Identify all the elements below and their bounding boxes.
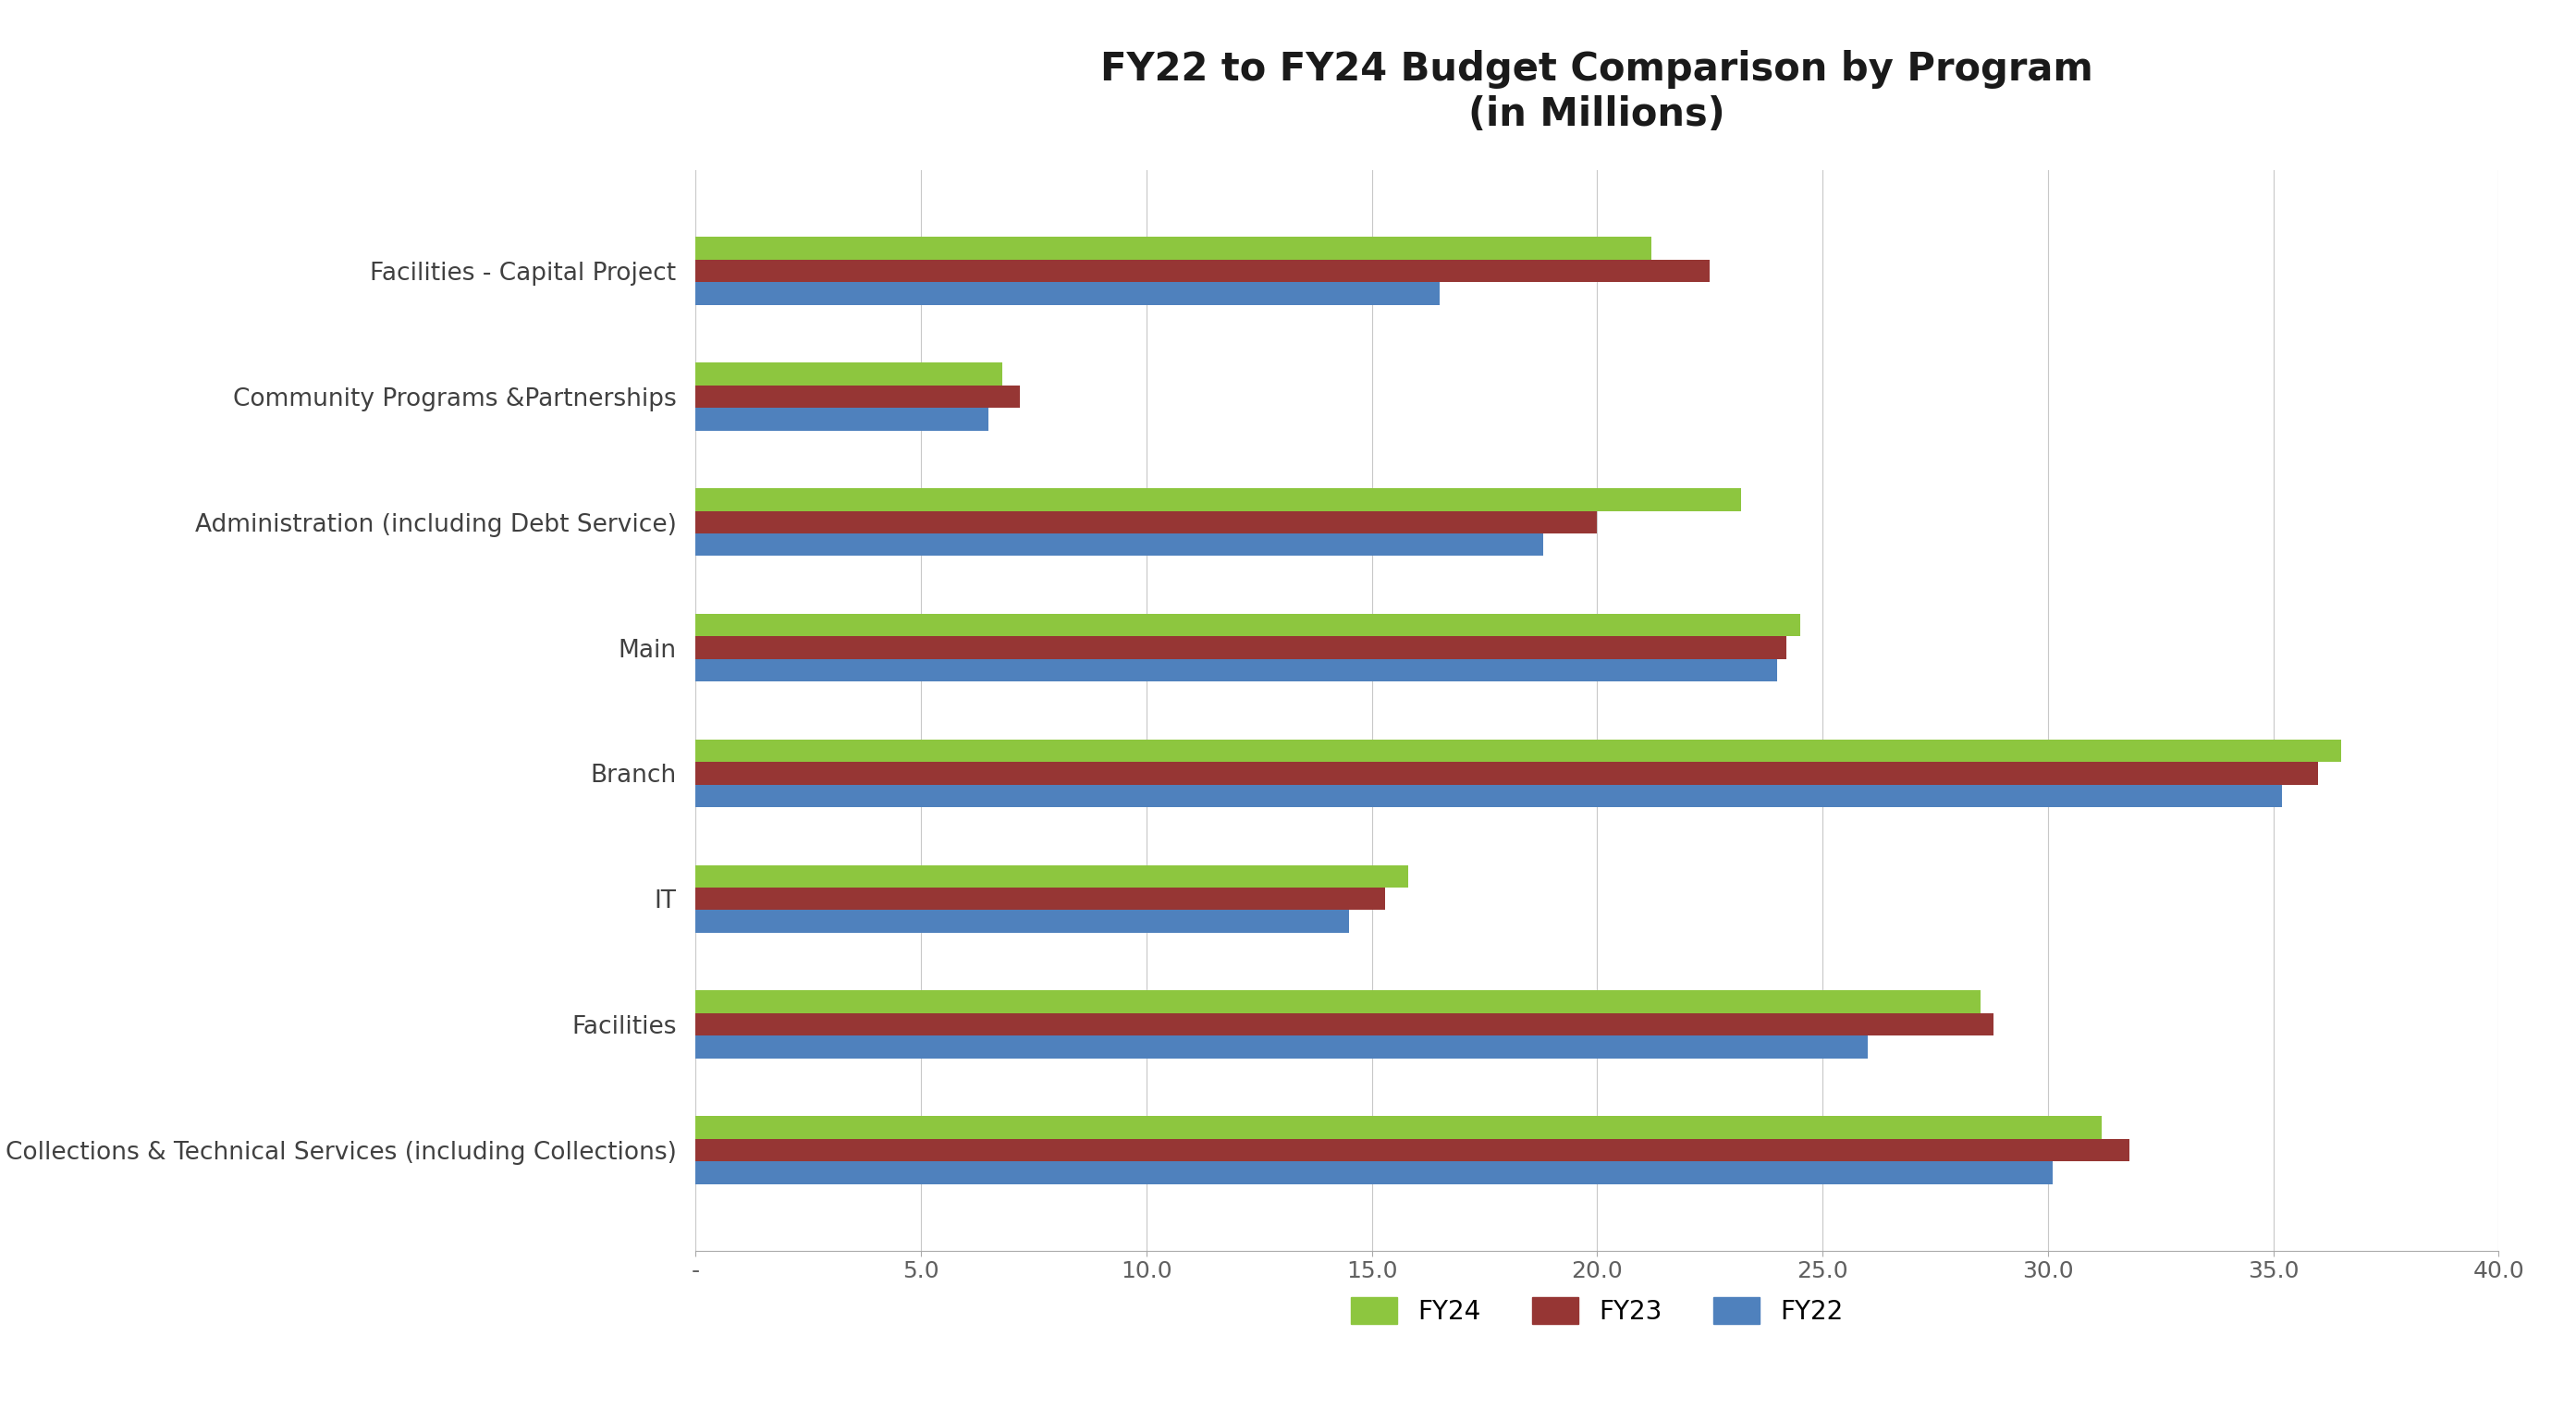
Bar <box>696 408 989 431</box>
Bar <box>696 489 1741 510</box>
Bar <box>696 614 1801 637</box>
Bar <box>696 739 2342 762</box>
Legend: FY24, FY23, FY22: FY24, FY23, FY22 <box>1340 1287 1855 1334</box>
Bar <box>696 237 1651 260</box>
Bar <box>696 1036 1868 1059</box>
Bar <box>696 1138 2128 1161</box>
Bar <box>696 510 1597 533</box>
Bar <box>696 990 1981 1013</box>
Title: FY22 to FY24 Budget Comparison by Program
(in Millions): FY22 to FY24 Budget Comparison by Progra… <box>1100 50 2094 134</box>
Bar <box>696 260 1710 283</box>
Bar <box>696 1161 2053 1184</box>
Bar <box>696 784 2282 807</box>
Bar <box>696 283 1440 306</box>
Bar <box>696 865 1406 888</box>
Bar <box>696 762 2318 784</box>
Bar <box>696 659 1777 682</box>
Bar <box>696 362 1002 385</box>
Bar <box>696 911 1350 932</box>
Bar <box>696 385 1020 408</box>
Bar <box>696 637 1788 659</box>
Bar <box>696 533 1543 556</box>
Bar <box>696 888 1386 911</box>
Bar <box>696 1013 1994 1036</box>
Bar <box>696 1115 2102 1138</box>
